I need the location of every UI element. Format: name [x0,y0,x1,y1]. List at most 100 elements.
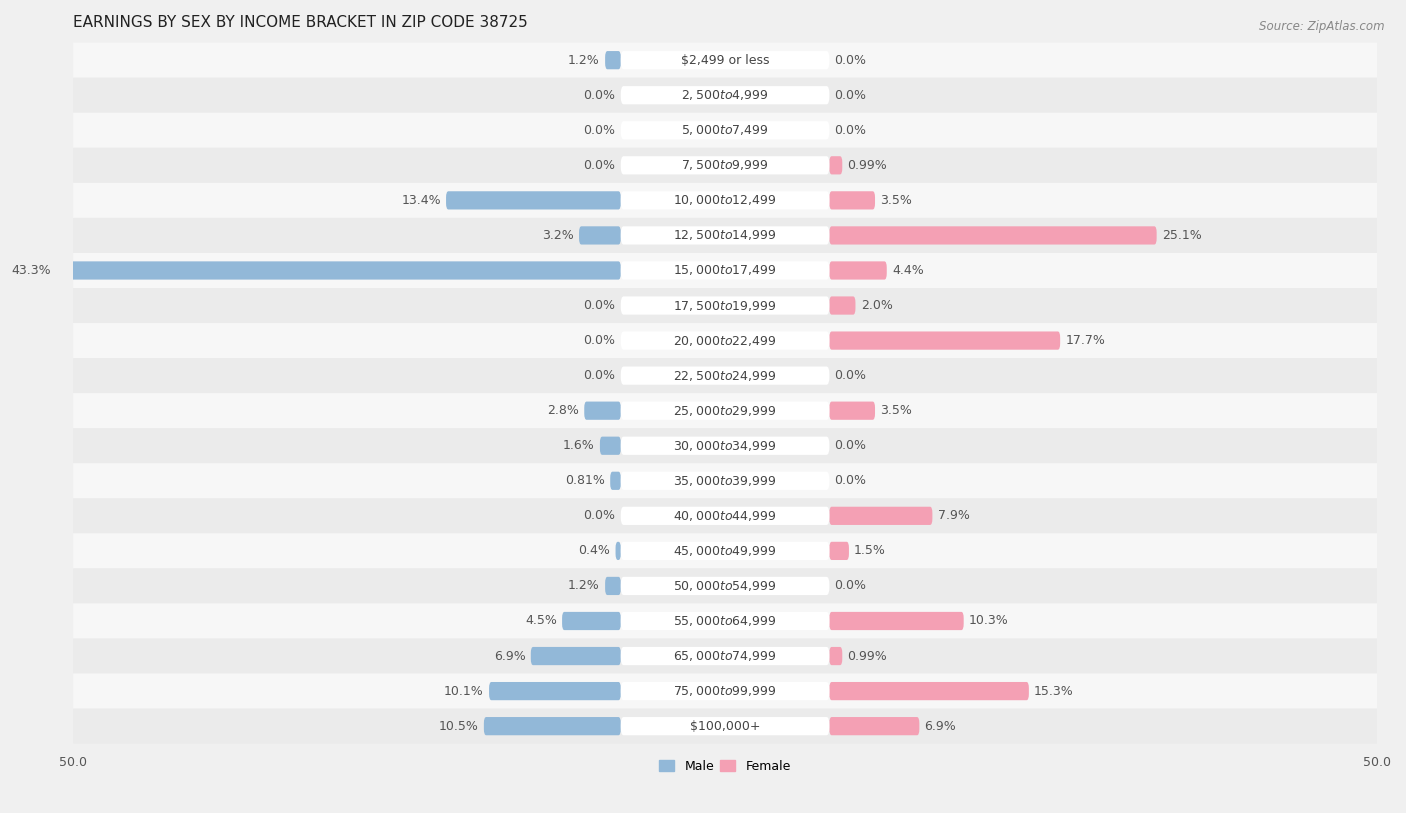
FancyBboxPatch shape [830,332,1060,350]
FancyBboxPatch shape [621,472,830,490]
FancyBboxPatch shape [585,402,621,420]
FancyBboxPatch shape [621,226,830,245]
Text: 10.3%: 10.3% [969,615,1008,628]
Text: 0.99%: 0.99% [848,650,887,663]
FancyBboxPatch shape [830,647,842,665]
FancyBboxPatch shape [621,156,830,175]
Text: 13.4%: 13.4% [401,193,441,207]
Text: $65,000 to $74,999: $65,000 to $74,999 [673,649,778,663]
Text: 0.0%: 0.0% [583,369,616,382]
Text: $35,000 to $39,999: $35,000 to $39,999 [673,474,778,488]
Text: 0.0%: 0.0% [583,509,616,522]
FancyBboxPatch shape [621,261,830,280]
FancyBboxPatch shape [621,541,830,560]
FancyBboxPatch shape [621,86,830,104]
FancyBboxPatch shape [73,323,1376,358]
FancyBboxPatch shape [73,148,1376,183]
FancyBboxPatch shape [73,253,1376,288]
Text: 43.3%: 43.3% [11,264,51,277]
Text: 0.0%: 0.0% [583,124,616,137]
FancyBboxPatch shape [73,638,1376,674]
Text: 1.2%: 1.2% [568,580,600,593]
Text: $30,000 to $34,999: $30,000 to $34,999 [673,439,778,453]
FancyBboxPatch shape [610,472,621,490]
FancyBboxPatch shape [605,577,621,595]
Text: $5,000 to $7,499: $5,000 to $7,499 [682,124,769,137]
Text: $45,000 to $49,999: $45,000 to $49,999 [673,544,778,558]
FancyBboxPatch shape [830,297,855,315]
FancyBboxPatch shape [830,682,1029,700]
FancyBboxPatch shape [605,51,621,69]
FancyBboxPatch shape [73,428,1376,463]
Text: 0.0%: 0.0% [835,89,866,102]
FancyBboxPatch shape [621,717,830,735]
Text: $25,000 to $29,999: $25,000 to $29,999 [673,404,776,418]
Text: $75,000 to $99,999: $75,000 to $99,999 [673,684,778,698]
FancyBboxPatch shape [73,709,1376,744]
Text: 0.0%: 0.0% [835,580,866,593]
Text: 15.3%: 15.3% [1033,685,1074,698]
Text: 0.4%: 0.4% [578,545,610,558]
FancyBboxPatch shape [73,183,1376,218]
Text: 0.0%: 0.0% [583,334,616,347]
Text: 2.0%: 2.0% [860,299,893,312]
Text: 3.2%: 3.2% [543,229,574,242]
Text: 0.0%: 0.0% [835,439,866,452]
FancyBboxPatch shape [489,682,621,700]
Text: $2,499 or less: $2,499 or less [681,54,769,67]
FancyBboxPatch shape [484,717,621,735]
FancyBboxPatch shape [621,647,830,665]
FancyBboxPatch shape [531,647,621,665]
Text: $55,000 to $64,999: $55,000 to $64,999 [673,614,778,628]
Text: 0.0%: 0.0% [835,54,866,67]
Text: $100,000+: $100,000+ [690,720,761,733]
Text: 1.5%: 1.5% [855,545,886,558]
Text: $7,500 to $9,999: $7,500 to $9,999 [682,159,769,172]
FancyBboxPatch shape [621,51,830,69]
Text: 0.0%: 0.0% [835,474,866,487]
FancyBboxPatch shape [73,568,1376,603]
FancyBboxPatch shape [830,402,875,420]
FancyBboxPatch shape [830,506,932,525]
FancyBboxPatch shape [621,297,830,315]
FancyBboxPatch shape [830,226,1157,245]
Text: $17,500 to $19,999: $17,500 to $19,999 [673,298,778,312]
FancyBboxPatch shape [621,191,830,210]
Text: 0.99%: 0.99% [848,159,887,172]
Text: 4.4%: 4.4% [891,264,924,277]
Legend: Male, Female: Male, Female [654,755,796,778]
Text: $2,500 to $4,999: $2,500 to $4,999 [682,89,769,102]
Text: 0.0%: 0.0% [835,369,866,382]
FancyBboxPatch shape [621,121,830,139]
FancyBboxPatch shape [73,463,1376,498]
FancyBboxPatch shape [621,367,830,385]
Text: $12,500 to $14,999: $12,500 to $14,999 [673,228,778,242]
FancyBboxPatch shape [621,332,830,350]
Text: 6.9%: 6.9% [494,650,526,663]
Text: 3.5%: 3.5% [880,404,912,417]
Text: 3.5%: 3.5% [880,193,912,207]
FancyBboxPatch shape [621,577,830,595]
FancyBboxPatch shape [830,612,963,630]
FancyBboxPatch shape [73,42,1376,78]
FancyBboxPatch shape [830,156,842,175]
Text: 10.1%: 10.1% [444,685,484,698]
FancyBboxPatch shape [830,261,887,280]
FancyBboxPatch shape [73,603,1376,638]
FancyBboxPatch shape [579,226,621,245]
Text: 0.0%: 0.0% [835,124,866,137]
FancyBboxPatch shape [73,218,1376,253]
Text: $15,000 to $17,499: $15,000 to $17,499 [673,263,778,277]
Text: 7.9%: 7.9% [938,509,970,522]
FancyBboxPatch shape [73,358,1376,393]
Text: 17.7%: 17.7% [1066,334,1105,347]
Text: 25.1%: 25.1% [1161,229,1202,242]
Text: 2.8%: 2.8% [547,404,579,417]
FancyBboxPatch shape [446,191,621,210]
FancyBboxPatch shape [621,506,830,525]
FancyBboxPatch shape [73,533,1376,568]
Text: 0.0%: 0.0% [583,159,616,172]
Text: $10,000 to $12,499: $10,000 to $12,499 [673,193,778,207]
Text: 0.0%: 0.0% [583,299,616,312]
FancyBboxPatch shape [562,612,621,630]
